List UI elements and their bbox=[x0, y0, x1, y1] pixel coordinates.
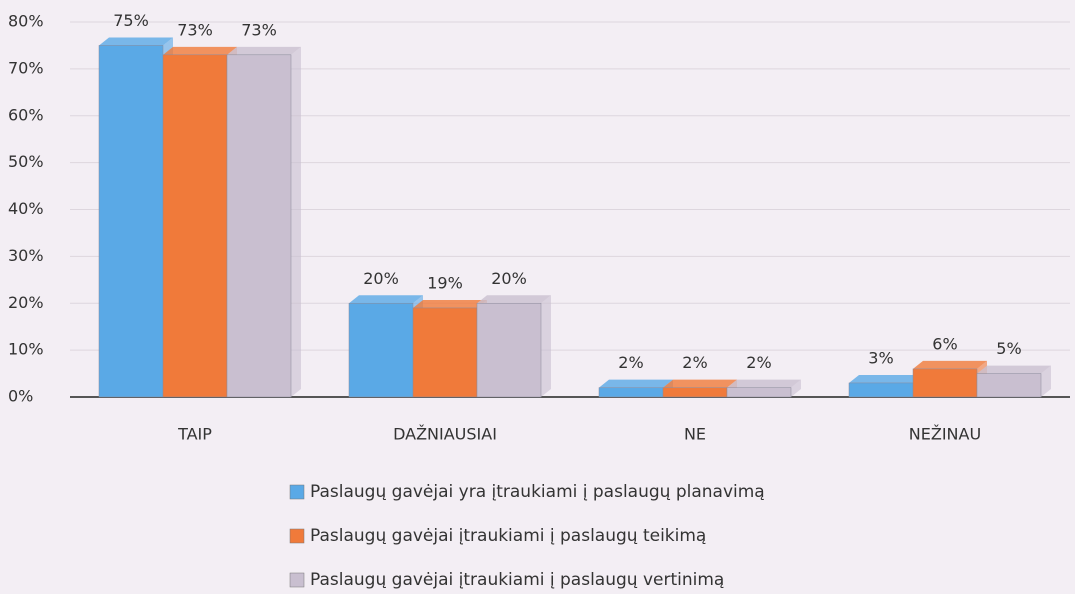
bar-top bbox=[227, 46, 301, 55]
y-tick-label: 50% bbox=[8, 152, 44, 171]
bar-top bbox=[349, 295, 423, 304]
legend-swatch bbox=[289, 572, 305, 588]
bar bbox=[662, 387, 728, 398]
bar-top bbox=[977, 365, 1051, 374]
bar-side bbox=[291, 46, 301, 397]
bar-side bbox=[541, 295, 551, 397]
y-tick-label: 10% bbox=[8, 340, 44, 359]
legend-label: Paslaugų gavėjai įtraukiami į paslaugų v… bbox=[310, 570, 724, 590]
y-tick-label: 30% bbox=[8, 246, 44, 265]
x-tick-label: DAŽNIAUSIAI bbox=[393, 425, 497, 444]
value-label: 19% bbox=[427, 273, 463, 292]
value-label: 73% bbox=[177, 20, 213, 39]
bar bbox=[348, 303, 414, 398]
y-tick-label: 60% bbox=[8, 105, 44, 124]
x-tick-label: NE bbox=[684, 425, 706, 444]
bar-top bbox=[663, 379, 737, 388]
value-label: 73% bbox=[241, 20, 277, 39]
bar-top bbox=[163, 46, 237, 55]
bar-top bbox=[477, 295, 551, 304]
y-tick-label: 0% bbox=[8, 387, 33, 406]
bar-side bbox=[1041, 365, 1051, 397]
value-label: 20% bbox=[363, 269, 399, 288]
y-tick-label: 40% bbox=[8, 199, 44, 218]
bar-top bbox=[913, 360, 987, 369]
bar bbox=[226, 54, 292, 398]
legend-label: Paslaugų gavėjai yra įtraukiami į paslau… bbox=[310, 482, 765, 502]
y-tick-label: 80% bbox=[8, 12, 44, 31]
y-tick-label: 70% bbox=[8, 58, 44, 77]
value-label: 75% bbox=[113, 11, 149, 30]
x-tick-label: TAIP bbox=[177, 425, 212, 444]
bar-top bbox=[849, 374, 923, 383]
bar bbox=[412, 307, 478, 398]
legend: Paslaugų gavėjai yra įtraukiami į paslau… bbox=[289, 482, 765, 590]
legend-swatch bbox=[289, 484, 305, 500]
bar bbox=[976, 373, 1042, 398]
value-label: 2% bbox=[746, 353, 771, 372]
bar bbox=[98, 45, 164, 398]
value-label: 20% bbox=[491, 269, 527, 288]
legend-swatch bbox=[289, 528, 305, 544]
bar bbox=[162, 54, 228, 398]
legend-label: Paslaugų gavėjai įtraukiami į paslaugų t… bbox=[310, 526, 706, 546]
bar-top bbox=[413, 299, 487, 308]
bar-top bbox=[727, 379, 801, 388]
value-label: 2% bbox=[682, 353, 707, 372]
bar-side bbox=[791, 379, 801, 397]
bar-top bbox=[599, 379, 673, 388]
x-tick-label: NEŽINAU bbox=[909, 425, 981, 444]
value-label: 3% bbox=[868, 348, 893, 367]
bar bbox=[598, 387, 664, 398]
bar bbox=[912, 368, 978, 398]
bar bbox=[476, 303, 542, 398]
y-tick-label: 20% bbox=[8, 293, 44, 312]
bar bbox=[726, 387, 792, 398]
value-label: 5% bbox=[996, 339, 1021, 358]
value-label: 2% bbox=[618, 353, 643, 372]
bar-top bbox=[99, 37, 173, 46]
bar bbox=[848, 382, 914, 398]
value-label: 6% bbox=[932, 334, 957, 353]
